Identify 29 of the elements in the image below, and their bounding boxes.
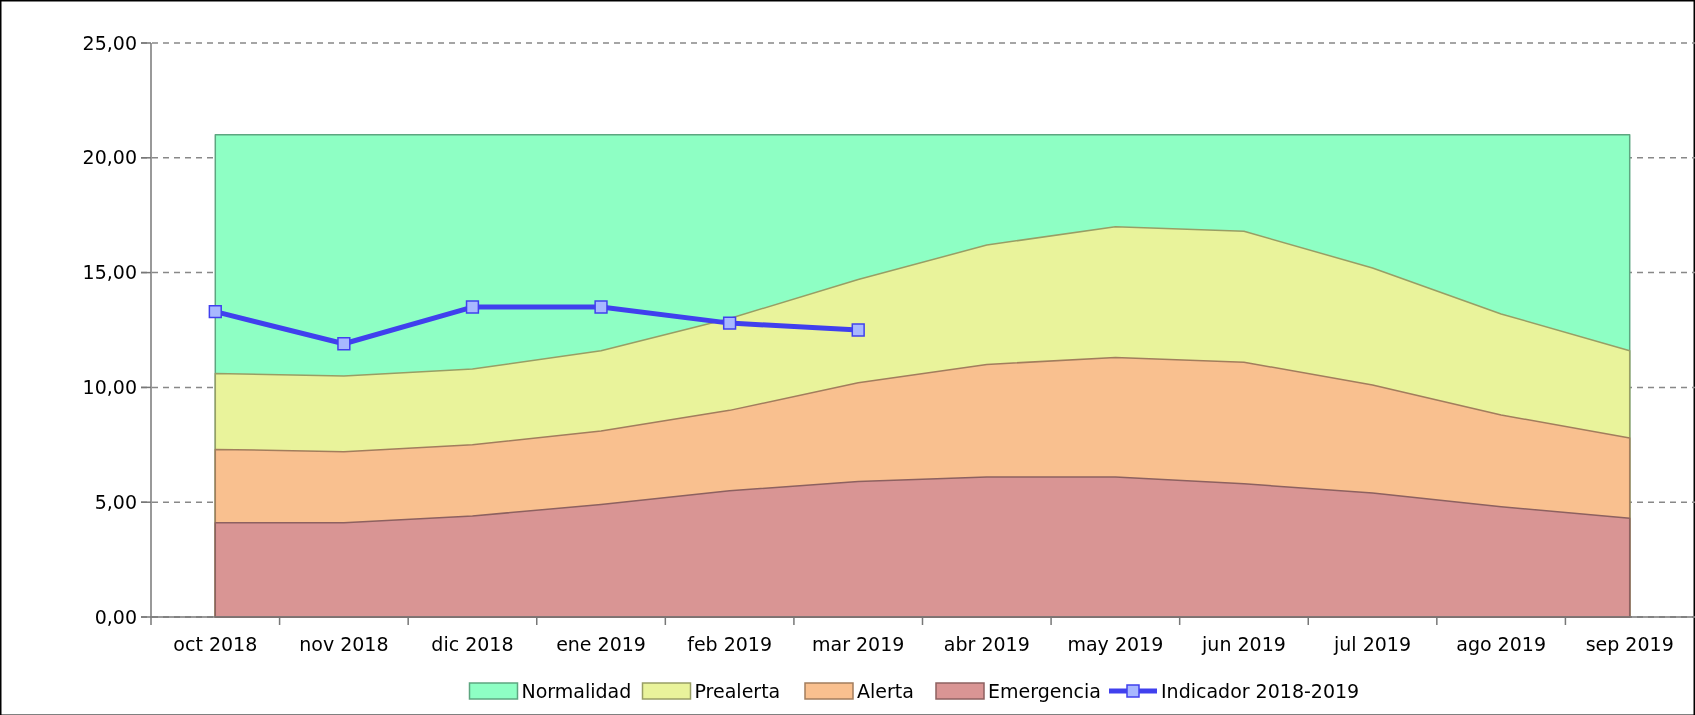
y-tick-label: 0,00 (94, 605, 137, 628)
x-tick-label: jul 2019 (1333, 633, 1412, 655)
x-tick-label: mar 2019 (812, 633, 905, 655)
x-tick-label: dic 2018 (431, 633, 514, 655)
point (594, 300, 608, 314)
legend-label: Indicador 2018-2019 (1161, 679, 1360, 702)
point (722, 316, 737, 330)
x-tick-label: ago 2019 (1456, 633, 1546, 655)
legend-label: Emergencia (988, 679, 1101, 702)
y-tick-label: 5,00 (94, 490, 137, 513)
x-tick-label: abr 2019 (943, 633, 1030, 655)
x-tick-label: oct 2018 (173, 633, 258, 655)
point (851, 323, 865, 337)
legend-label: Normalidad (521, 679, 632, 702)
x-tick-label: feb 2019 (687, 633, 773, 655)
y-tick-label: 20,00 (82, 146, 137, 169)
x-tick-label: may 2019 (1067, 633, 1164, 655)
y-tick-label: 25,00 (82, 31, 137, 54)
point (465, 300, 480, 314)
point (337, 337, 351, 351)
point (208, 304, 222, 319)
y-tick-label: 10,00 (82, 376, 137, 399)
x-tick-label: ene 2019 (556, 633, 646, 655)
x-tick-label: jun 2019 (1201, 633, 1286, 655)
x-tick-label: nov 2018 (299, 633, 389, 655)
x-tick-label: sep 2019 (1585, 633, 1674, 655)
legend-label: Prealerta (694, 679, 781, 702)
legend-label: Alerta (857, 679, 914, 702)
y-tick-label: 15,00 (82, 261, 137, 284)
